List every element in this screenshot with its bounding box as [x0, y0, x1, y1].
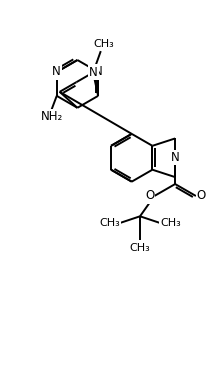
Text: N: N — [52, 65, 61, 78]
Text: CH₃: CH₃ — [130, 243, 150, 253]
Text: N: N — [89, 66, 97, 79]
Text: N: N — [94, 65, 103, 78]
Text: O: O — [145, 189, 154, 202]
Text: CH₃: CH₃ — [160, 218, 181, 228]
Text: NH₂: NH₂ — [41, 110, 64, 123]
Text: N: N — [171, 151, 180, 164]
Text: O: O — [197, 189, 206, 202]
Text: CH₃: CH₃ — [99, 218, 120, 228]
Text: CH₃: CH₃ — [93, 39, 114, 49]
